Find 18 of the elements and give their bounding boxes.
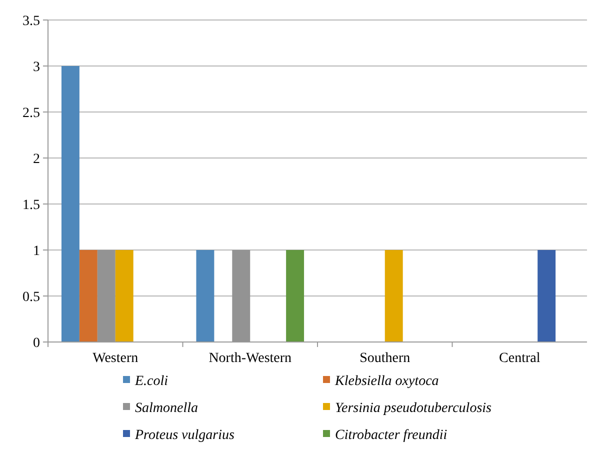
y-tick-label: 2 [33, 152, 40, 167]
x-tick-label: Western [92, 351, 138, 366]
legend-label: Proteus vulgarius [134, 428, 235, 443]
y-tick-label: 1.5 [22, 198, 40, 213]
y-tick-label: 3.5 [22, 14, 40, 29]
legend-label: E.coli [134, 374, 168, 389]
x-tick-label: Southern [360, 351, 410, 366]
y-tick-label: 2.5 [22, 106, 40, 121]
legend-label: Citrobacter freundii [335, 428, 448, 443]
y-tick-label: 0.5 [22, 290, 40, 305]
legend-label: Yersinia pseudotuberculosis [335, 400, 492, 416]
x-tick-label: Central [499, 351, 540, 366]
y-tick-label: 3 [33, 60, 40, 75]
y-tick-label: 1 [33, 244, 40, 259]
legend-label: Salmonella [135, 400, 198, 416]
legend-label: Klebsiella oxytoca [334, 374, 439, 389]
x-tick-label: North-Western [208, 351, 292, 366]
y-tick-label: 0 [33, 336, 40, 351]
